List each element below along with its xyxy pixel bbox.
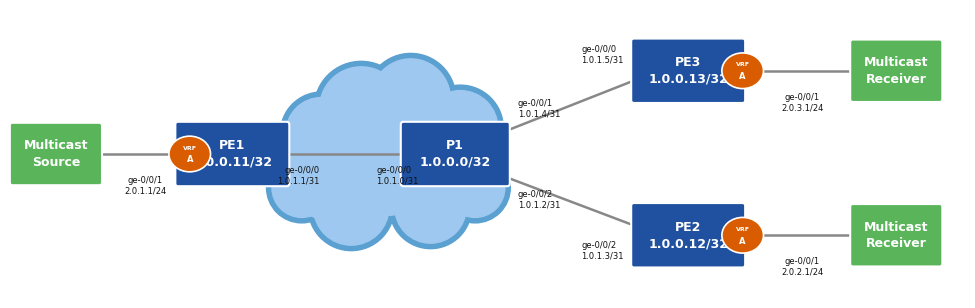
- Text: A: A: [739, 237, 746, 246]
- Circle shape: [319, 87, 452, 221]
- Text: ge-0/0/1
2.0.1.1/24: ge-0/0/1 2.0.1.1/24: [124, 176, 167, 196]
- Text: ge-0/0/0
1.0.1.5/31: ge-0/0/0 1.0.1.5/31: [581, 45, 624, 65]
- Circle shape: [325, 93, 448, 215]
- FancyBboxPatch shape: [631, 38, 745, 103]
- Circle shape: [446, 158, 505, 217]
- Circle shape: [279, 120, 384, 226]
- Ellipse shape: [169, 136, 211, 172]
- Text: A: A: [186, 156, 193, 164]
- Circle shape: [272, 158, 332, 217]
- Circle shape: [320, 67, 403, 150]
- Ellipse shape: [722, 217, 763, 253]
- FancyBboxPatch shape: [631, 203, 745, 267]
- Circle shape: [286, 98, 357, 169]
- FancyBboxPatch shape: [401, 122, 510, 186]
- Text: VRF: VRF: [182, 146, 197, 151]
- Text: Multicast
Source: Multicast Source: [23, 139, 88, 169]
- Circle shape: [389, 166, 472, 249]
- Text: P1
1.0.0.0/32: P1 1.0.0.0/32: [419, 139, 491, 169]
- Text: ge-0/0/0
1.0.1.0/31: ge-0/0/0 1.0.1.0/31: [376, 166, 418, 186]
- Text: PE1
1.0.0.11/32: PE1 1.0.0.11/32: [192, 139, 272, 169]
- Circle shape: [308, 164, 394, 251]
- Circle shape: [385, 118, 495, 228]
- Text: A: A: [739, 72, 746, 81]
- Text: PE2
1.0.0.12/32: PE2 1.0.0.12/32: [648, 221, 728, 250]
- Circle shape: [371, 59, 450, 138]
- Circle shape: [366, 53, 455, 144]
- Text: ge-0/0/2
1.0.1.3/31: ge-0/0/2 1.0.1.3/31: [581, 241, 624, 261]
- Circle shape: [417, 85, 503, 171]
- Circle shape: [395, 172, 466, 243]
- FancyBboxPatch shape: [10, 123, 102, 185]
- Circle shape: [314, 170, 389, 245]
- Text: ge-0/0/1
1.0.1.4/31: ge-0/0/1 1.0.1.4/31: [518, 99, 560, 118]
- Text: VRF: VRF: [736, 227, 750, 232]
- Circle shape: [281, 92, 363, 174]
- Text: PE3
1.0.0.13/32: PE3 1.0.0.13/32: [648, 56, 728, 86]
- Ellipse shape: [722, 53, 763, 89]
- FancyBboxPatch shape: [850, 204, 943, 266]
- Circle shape: [440, 152, 510, 223]
- Text: VRF: VRF: [736, 62, 750, 67]
- FancyBboxPatch shape: [176, 122, 290, 186]
- Text: Multicast
Receiver: Multicast Receiver: [864, 221, 928, 250]
- Circle shape: [314, 61, 409, 156]
- Circle shape: [266, 152, 337, 223]
- Circle shape: [422, 91, 498, 166]
- Text: ge-0/0/0
1.0.1.1/31: ge-0/0/0 1.0.1.1/31: [277, 166, 320, 186]
- Text: ge-0/0/1
2.0.3.1/24: ge-0/0/1 2.0.3.1/24: [781, 93, 823, 112]
- FancyBboxPatch shape: [850, 39, 943, 102]
- Text: Multicast
Receiver: Multicast Receiver: [864, 56, 928, 86]
- Text: ge-0/0/1
2.0.2.1/24: ge-0/0/1 2.0.2.1/24: [781, 257, 823, 277]
- Text: ge-0/0/2
1.0.1.2/31: ge-0/0/2 1.0.1.2/31: [518, 190, 560, 209]
- Circle shape: [391, 123, 490, 222]
- Circle shape: [284, 125, 379, 221]
